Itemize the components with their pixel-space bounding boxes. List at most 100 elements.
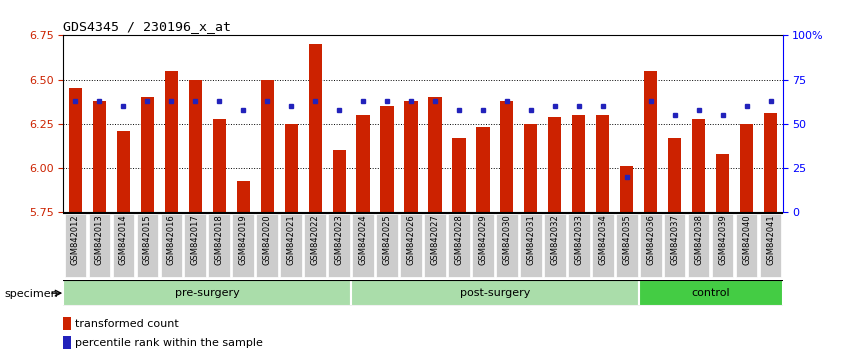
FancyBboxPatch shape [305,214,326,277]
Bar [428,97,442,212]
Text: GSM842021: GSM842021 [287,215,295,265]
FancyBboxPatch shape [664,214,685,277]
Text: percentile rank within the sample: percentile rank within the sample [75,338,263,348]
FancyBboxPatch shape [136,214,158,277]
Bar [476,127,490,212]
FancyBboxPatch shape [711,214,733,277]
Bar [356,115,370,212]
FancyBboxPatch shape [233,214,254,277]
Text: GSM842015: GSM842015 [143,215,151,265]
FancyBboxPatch shape [736,214,757,277]
FancyBboxPatch shape [64,214,86,277]
FancyBboxPatch shape [472,214,494,277]
Bar [63,317,71,330]
FancyBboxPatch shape [448,214,470,277]
Bar [165,71,178,212]
Text: GSM842025: GSM842025 [382,215,392,265]
FancyBboxPatch shape [63,280,351,306]
Text: control: control [691,288,730,298]
Bar [525,124,537,212]
FancyBboxPatch shape [184,214,206,277]
Text: GDS4345 / 230196_x_at: GDS4345 / 230196_x_at [63,20,232,33]
FancyBboxPatch shape [352,214,374,277]
FancyBboxPatch shape [688,214,710,277]
FancyBboxPatch shape [616,214,638,277]
Bar [620,166,634,212]
FancyBboxPatch shape [161,214,182,277]
FancyBboxPatch shape [89,214,110,277]
FancyBboxPatch shape [351,280,639,306]
Text: GSM842014: GSM842014 [119,215,128,265]
FancyBboxPatch shape [592,214,613,277]
FancyBboxPatch shape [280,214,302,277]
Text: GSM842023: GSM842023 [335,215,343,265]
Text: GSM842024: GSM842024 [359,215,367,265]
FancyBboxPatch shape [760,214,782,277]
FancyBboxPatch shape [256,214,278,277]
Text: transformed count: transformed count [75,319,179,329]
FancyBboxPatch shape [544,214,566,277]
Text: GSM842017: GSM842017 [191,215,200,265]
Text: GSM842019: GSM842019 [239,215,248,265]
Text: GSM842029: GSM842029 [479,215,487,265]
Bar [309,44,321,212]
Bar [69,88,82,212]
Text: GSM842036: GSM842036 [646,215,655,265]
Text: GSM842038: GSM842038 [695,215,703,265]
Text: GSM842013: GSM842013 [95,215,104,265]
FancyBboxPatch shape [328,214,350,277]
Bar [261,80,274,212]
FancyBboxPatch shape [568,214,590,277]
Text: GSM842033: GSM842033 [574,215,583,265]
FancyBboxPatch shape [208,214,230,277]
FancyBboxPatch shape [496,214,518,277]
Bar [381,106,393,212]
Text: GSM842016: GSM842016 [167,215,176,265]
Bar [93,101,106,212]
Text: GSM842020: GSM842020 [263,215,272,265]
Bar [117,131,130,212]
Text: post-surgery: post-surgery [459,288,530,298]
Bar [644,71,657,212]
Bar [548,117,562,212]
Bar [63,336,71,349]
Bar [237,181,250,212]
Bar [212,119,226,212]
FancyBboxPatch shape [376,214,398,277]
Bar [500,101,514,212]
Text: GSM842040: GSM842040 [742,215,751,265]
Text: GSM842028: GSM842028 [454,215,464,265]
Bar [284,124,298,212]
Bar [740,124,753,212]
Bar [596,115,609,212]
Bar [189,80,202,212]
FancyBboxPatch shape [424,214,446,277]
Text: GSM842022: GSM842022 [310,215,320,265]
Bar [404,101,418,212]
Text: pre-surgery: pre-surgery [175,288,239,298]
Text: GSM842032: GSM842032 [551,215,559,265]
Text: GSM842026: GSM842026 [407,215,415,265]
Text: GSM842039: GSM842039 [718,215,727,265]
Bar [453,138,465,212]
Bar [140,97,154,212]
Text: GSM842012: GSM842012 [71,215,80,265]
FancyBboxPatch shape [113,214,135,277]
Text: GSM842031: GSM842031 [526,215,536,265]
FancyBboxPatch shape [520,214,541,277]
FancyBboxPatch shape [400,214,422,277]
Bar [764,113,777,212]
Text: GSM842037: GSM842037 [670,215,679,265]
FancyBboxPatch shape [640,214,662,277]
Text: specimen: specimen [4,289,58,299]
Text: GSM842035: GSM842035 [623,215,631,265]
Bar [572,115,585,212]
Bar [692,119,706,212]
Bar [668,138,681,212]
Text: GSM842030: GSM842030 [503,215,511,265]
FancyBboxPatch shape [639,280,783,306]
Text: GSM842034: GSM842034 [598,215,607,265]
Bar [332,150,346,212]
Text: GSM842041: GSM842041 [766,215,775,265]
Bar [716,154,729,212]
